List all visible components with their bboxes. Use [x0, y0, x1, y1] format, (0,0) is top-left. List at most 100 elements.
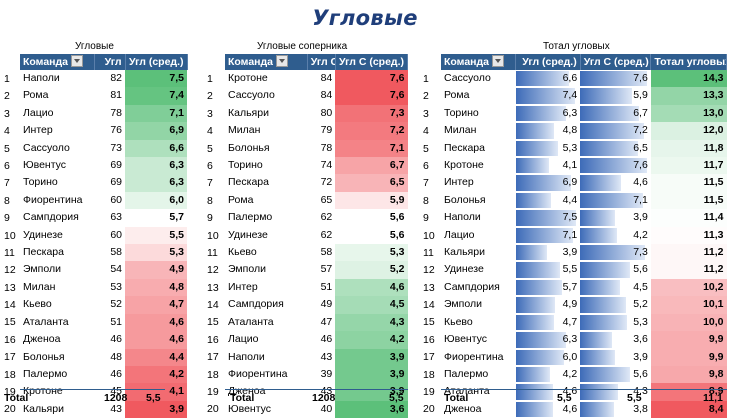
- column-header-opp-corners-avg[interactable]: Угл С (сред.): [580, 54, 652, 70]
- opp-corners-avg: 7,3: [580, 244, 651, 261]
- corners-count: 46: [110, 367, 122, 380]
- team-name: Фиорентина: [23, 193, 83, 206]
- table-row[interactable]: Торино 6,3 6,7 13,0: [441, 104, 727, 123]
- table-row[interactable]: Фиорентина 60 6,0: [20, 191, 187, 210]
- table-row[interactable]: Болонья 48 4,4: [20, 348, 187, 366]
- table-row[interactable]: Милан 4,8 7,2 12,0: [441, 122, 727, 140]
- table-row[interactable]: Болонья 78 7,1: [225, 139, 408, 158]
- table-row[interactable]: Наполи 82 7,5: [20, 70, 187, 88]
- table-row[interactable]: Пескара 5,3 6,5 11,8: [441, 139, 727, 158]
- table-row[interactable]: Сампдория 63 5,7: [20, 209, 187, 227]
- table-row[interactable]: Дженоа 43 3,9: [225, 383, 408, 401]
- table-row[interactable]: Торино 74 6,7: [225, 157, 408, 175]
- filter-dropdown-icon[interactable]: [492, 55, 504, 68]
- table-row[interactable]: Сассуоло 6,6 7,6 14,3: [441, 70, 727, 88]
- filter-dropdown-icon[interactable]: [71, 55, 83, 68]
- table-row[interactable]: Пескара 58 5,3: [20, 244, 187, 262]
- avg-value: 5,6: [335, 226, 408, 245]
- column-header-team[interactable]: Команда: [441, 54, 517, 70]
- opp-corners-avg: 7,2: [580, 122, 651, 139]
- column-header-corners-avg[interactable]: Угл (сред.): [515, 54, 581, 70]
- table-row[interactable]: Аталанта 4,6 4,3 8,9: [441, 383, 727, 401]
- rank-number: 15: [4, 316, 16, 329]
- table-row[interactable]: Болонья 4,4 7,1 11,5: [441, 191, 727, 210]
- table-row[interactable]: Пескара 72 6,5: [225, 174, 408, 192]
- team-name: Болонья: [23, 350, 65, 363]
- rank-number: 4: [4, 125, 10, 138]
- table-row[interactable]: Интер 6,9 4,6 11,5: [441, 174, 727, 192]
- table-row[interactable]: Торино 69 6,3: [20, 174, 187, 192]
- rank-number: 19: [423, 386, 435, 399]
- table-row[interactable]: Палермо 62 5,6: [225, 209, 408, 227]
- team-name: Палермо: [23, 367, 68, 380]
- table-row[interactable]: Сампдория 49 4,5: [225, 296, 408, 314]
- table-row[interactable]: Милан 53 4,8: [20, 278, 187, 297]
- team-name: Палермо: [228, 211, 273, 224]
- table-row[interactable]: Наполи 7,5 3,9 11,4: [441, 209, 727, 227]
- table-row[interactable]: Кротоне 84 7,6: [225, 70, 408, 88]
- avg-value: 7,1: [335, 139, 408, 158]
- corners-avg: 7,5: [515, 209, 581, 226]
- table-row[interactable]: Кьево 4,7 5,3 10,0: [441, 313, 727, 332]
- table-row[interactable]: Фиорентина 6,0 3,9 9,9: [441, 348, 727, 366]
- column-header-total-corners[interactable]: Тотал угловых: [650, 54, 727, 70]
- corners-count: 84: [320, 72, 333, 84]
- column-header-opp-corners-avg[interactable]: Угл С (сред.): [335, 54, 409, 70]
- table-row[interactable]: Кальяри 80 7,3: [225, 104, 408, 123]
- panel-caption: Тотал угловых: [543, 41, 610, 52]
- table-row[interactable]: Эмполи 4,9 5,2 10,1: [441, 296, 727, 314]
- table-row[interactable]: Фиорентина 39 3,9: [225, 365, 408, 384]
- team-name: Фиорентина: [444, 350, 504, 363]
- rank-number: 16: [423, 333, 435, 346]
- table-row[interactable]: Сассуоло 73 6,6: [20, 139, 187, 158]
- table-row[interactable]: Сассуоло 84 7,6: [225, 87, 408, 105]
- table-row[interactable]: Милан 79 7,2: [225, 122, 408, 140]
- table-row[interactable]: Удинезе 5,5 5,6 11,2: [441, 261, 727, 279]
- table-row[interactable]: Кротоне 45 4,1: [20, 383, 187, 401]
- corners-count: 82: [110, 72, 122, 84]
- table-row[interactable]: Удинезе 62 5,6: [225, 226, 408, 245]
- column-header-team[interactable]: Команда: [20, 54, 95, 70]
- rank-number: 20: [4, 403, 16, 416]
- corners-count: 62: [320, 211, 333, 224]
- table-row[interactable]: Сампдория 5,7 4,5 10,2: [441, 278, 727, 297]
- table-row[interactable]: Лацио 46 4,2: [225, 331, 408, 349]
- rank-column: 1 2 3 4 5 6 7 8 9 10 11 12 13 14 15 16 17 18 19 20: [207, 71, 219, 419]
- table-row[interactable]: Аталанта 47 4,3: [225, 313, 408, 332]
- table-row[interactable]: Наполи 43 3,9: [225, 348, 408, 366]
- table-row[interactable]: Ювентус 69 6,3: [20, 157, 187, 175]
- corners-count: 45: [110, 385, 122, 398]
- table-row[interactable]: Аталанта 51 4,6: [20, 313, 187, 332]
- corners-avg: 4,6: [515, 383, 581, 400]
- table-row[interactable]: Рома 7,4 5,9 13,3: [441, 87, 727, 105]
- table-row[interactable]: Кьево 52 4,7: [20, 296, 187, 314]
- table-row[interactable]: Эмполи 54 4,9: [20, 261, 187, 279]
- table-row[interactable]: Палермо 4,2 5,6 9,8: [441, 365, 727, 384]
- data-bar: [580, 175, 621, 191]
- table-row[interactable]: Лацио 7,1 4,2 11,3: [441, 226, 727, 245]
- table-row[interactable]: Палермо 46 4,2: [20, 365, 187, 384]
- table-row[interactable]: Рома 81 7,4: [20, 87, 187, 105]
- table-row[interactable]: Удинезе 60 5,5: [20, 226, 187, 245]
- column-header-corners-avg[interactable]: Угл (сред.): [125, 54, 188, 70]
- total-divider: [20, 389, 165, 390]
- table-row[interactable]: Эмполи 57 5,2: [225, 261, 408, 279]
- table-row[interactable]: Ювентус 6,3 3,6 9,9: [441, 331, 727, 349]
- avg-value: 3,9: [335, 365, 408, 384]
- corners-count: 46: [110, 333, 122, 346]
- table-row[interactable]: Интер 51 4,6: [225, 278, 408, 297]
- column-header-corners[interactable]: Угл: [94, 54, 126, 70]
- table-row[interactable]: Кротоне 4,1 7,6 11,7: [441, 157, 727, 175]
- column-header-opp-corners[interactable]: Угл С: [307, 54, 336, 70]
- team-name: Удинезе: [228, 228, 268, 241]
- column-header-team[interactable]: Команда: [225, 54, 308, 70]
- table-row[interactable]: Лацио 78 7,1: [20, 104, 187, 123]
- table-row[interactable]: Интер 76 6,9: [20, 122, 187, 140]
- filter-dropdown-icon[interactable]: [276, 55, 288, 68]
- data-bar: [580, 88, 633, 104]
- table-row[interactable]: Рома 65 5,9: [225, 191, 408, 210]
- table-row[interactable]: Кьево 58 5,3: [225, 244, 408, 262]
- table-row[interactable]: Дженоа 46 4,6: [20, 331, 187, 349]
- avg-value: 4,3: [335, 313, 408, 332]
- table-row[interactable]: Кальяри 3,9 7,3 11,2: [441, 244, 727, 262]
